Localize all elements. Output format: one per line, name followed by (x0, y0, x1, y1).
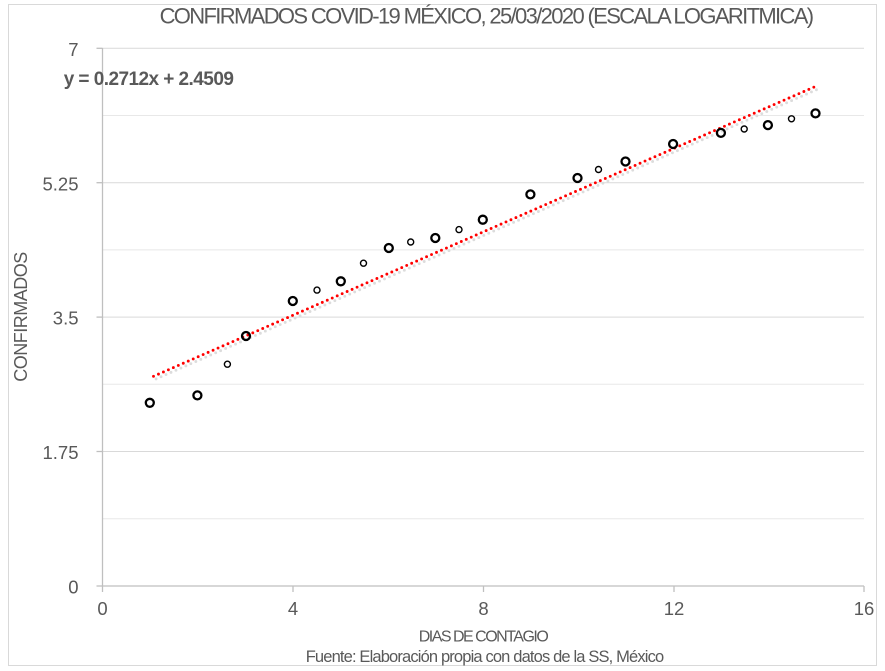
svg-text:4: 4 (288, 598, 298, 619)
svg-text:1.75: 1.75 (42, 442, 78, 463)
svg-text:5.25: 5.25 (42, 173, 78, 194)
svg-text:16: 16 (854, 598, 875, 619)
svg-text:8: 8 (478, 598, 488, 619)
svg-text:CONFIRMADOS COVID-19 MÉXICO, 2: CONFIRMADOS COVID-19 MÉXICO, 25/03/2020 … (160, 3, 813, 28)
svg-text:y = 0.2712x + 2.4509: y = 0.2712x + 2.4509 (64, 69, 234, 90)
svg-text:DIAS DE CONTAGIO: DIAS DE CONTAGIO (419, 629, 549, 646)
svg-text:0: 0 (97, 598, 107, 619)
svg-text:7: 7 (68, 39, 78, 60)
svg-text:0: 0 (68, 577, 78, 598)
svg-text:12: 12 (664, 598, 685, 619)
svg-text:3.5: 3.5 (53, 308, 79, 329)
svg-text:Fuente: Elaboración propia con: Fuente: Elaboración propia con datos de … (306, 648, 664, 666)
svg-text:CONFIRMADOS: CONFIRMADOS (11, 252, 31, 382)
